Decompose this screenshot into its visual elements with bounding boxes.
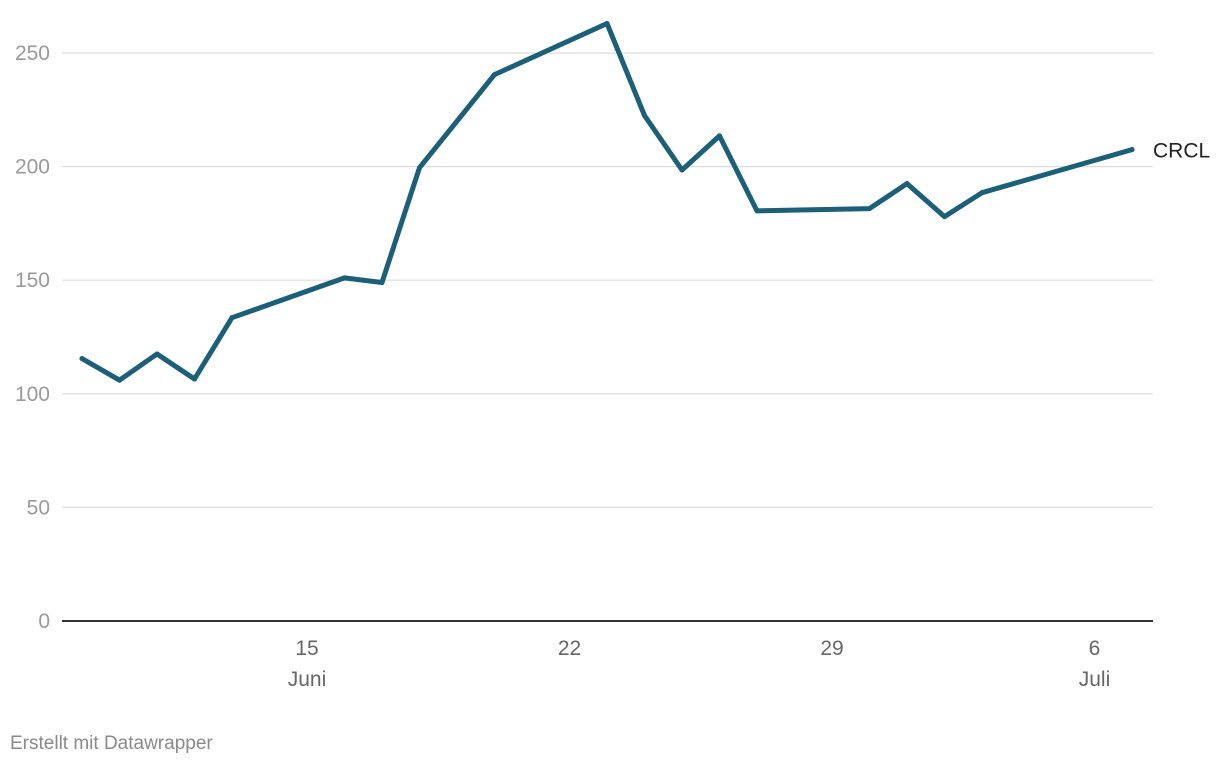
y-axis-ticks: 0 50 100 150 200 250: [15, 42, 50, 633]
x-tick-sublabel-juli: Juli: [1079, 668, 1111, 691]
series-layer: CRCL: [79, 20, 1210, 383]
x-tick-sublabel-juni: Juni: [288, 668, 327, 691]
x-tick-label-29: 29: [820, 637, 843, 660]
data-point: [717, 133, 722, 139]
data-point: [417, 165, 422, 171]
data-point: [1129, 147, 1135, 153]
y-tick-label-250: 250: [15, 42, 50, 65]
y-tick-label-0: 0: [38, 610, 50, 633]
data-point: [679, 167, 685, 173]
data-point: [117, 377, 122, 383]
data-point: [229, 315, 235, 321]
data-point: [154, 351, 160, 357]
data-point: [942, 214, 947, 220]
y-tick-label-100: 100: [15, 383, 50, 406]
series-label-crcl: CRCL: [1153, 140, 1210, 163]
data-point: [604, 20, 610, 26]
data-point: [342, 275, 347, 281]
y-tick-label-150: 150: [15, 269, 50, 292]
x-tick-label-15: 15: [295, 637, 318, 660]
gridlines: [62, 52, 1153, 622]
data-point: [79, 356, 85, 362]
data-point: [904, 181, 910, 187]
data-point: [492, 72, 497, 78]
y-tick-label-200: 200: [15, 156, 50, 179]
x-tick-label-6: 6: [1089, 637, 1101, 660]
data-point: [867, 206, 872, 212]
data-point: [192, 376, 197, 382]
series-line-crcl: [79, 21, 1135, 383]
data-point: [979, 190, 985, 196]
x-tick-label-22: 22: [558, 637, 581, 660]
chart-credit: Erstellt mit Datawrapper: [10, 733, 213, 754]
y-tick-label-50: 50: [27, 496, 50, 519]
data-point: [379, 279, 385, 285]
data-point: [642, 112, 647, 118]
data-point: [754, 208, 760, 214]
x-axis-ticks: 15 Juni 22 29 6 Juli: [288, 637, 1111, 691]
